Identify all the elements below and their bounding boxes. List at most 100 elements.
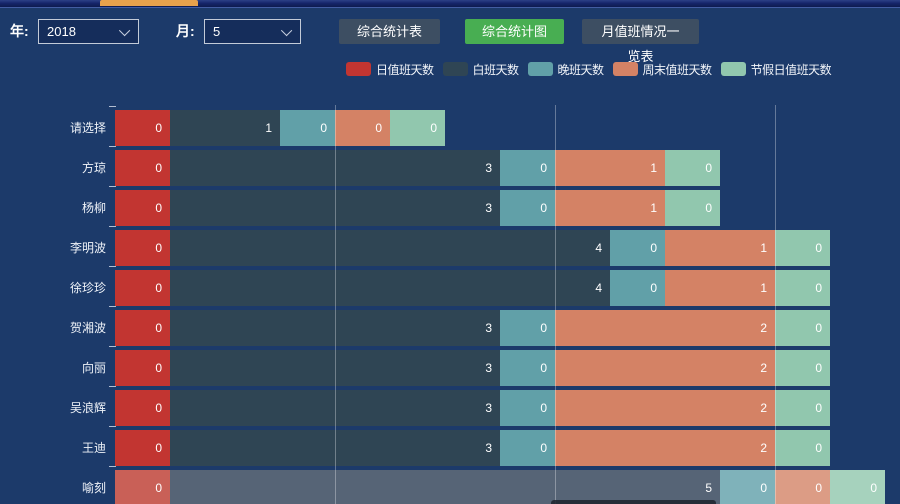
bar-segment-value: 0 [815, 270, 822, 306]
bar-segment[interactable]: 1 [665, 270, 775, 306]
bar-segment[interactable]: 0 [500, 430, 555, 466]
legend-item[interactable]: 白班天数 [443, 61, 519, 78]
bar-segment[interactable]: 0 [115, 350, 170, 386]
bar-segment[interactable]: 0 [500, 150, 555, 186]
active-tab-indicator [100, 0, 198, 6]
year-select[interactable]: 2018 [38, 19, 139, 44]
bar-segment[interactable]: 0 [720, 470, 775, 504]
y-axis-tick [109, 106, 116, 107]
bar-segment[interactable]: 0 [115, 150, 170, 186]
bar-segment[interactable]: 3 [170, 390, 500, 426]
bar-segment-value: 2 [760, 430, 767, 466]
bar-segment-value: 0 [540, 310, 547, 346]
bar-segment-value: 0 [155, 230, 162, 266]
bar-segment[interactable]: 0 [830, 470, 885, 504]
bar-segment[interactable]: 0 [500, 310, 555, 346]
bar-segment[interactable]: 2 [555, 430, 775, 466]
bar-segment-value: 0 [320, 110, 327, 146]
legend-swatch-icon [443, 62, 468, 76]
bar-segment[interactable]: 3 [170, 350, 500, 386]
legend-item[interactable]: 周末值班天数 [613, 61, 712, 78]
bar-segment[interactable]: 0 [115, 390, 170, 426]
y-axis-category-label: 王迪 [0, 430, 106, 466]
y-axis-tick [109, 346, 116, 347]
bar-segment[interactable]: 2 [555, 310, 775, 346]
bar-segment[interactable]: 0 [280, 110, 335, 146]
bar-segment[interactable]: 1 [170, 110, 280, 146]
bar-segment-value: 0 [155, 110, 162, 146]
bar-segment-value: 0 [815, 470, 822, 504]
bar-segment-value: 0 [815, 350, 822, 386]
y-axis-tick [109, 266, 116, 267]
bar-segment-value: 1 [650, 150, 657, 186]
bar-segment[interactable]: 0 [115, 190, 170, 226]
bar-segment-value: 0 [540, 150, 547, 186]
bar-segment[interactable]: 0 [115, 430, 170, 466]
bar-segment[interactable]: 0 [610, 270, 665, 306]
bar-segment[interactable]: 3 [170, 190, 500, 226]
toolbar-button-summary-chart[interactable]: 综合统计图 [465, 19, 564, 44]
bar-segment[interactable]: 1 [665, 230, 775, 266]
y-axis-category-label: 李明波 [0, 230, 106, 266]
legend-swatch-icon [528, 62, 553, 76]
bar-segment[interactable]: 0 [500, 190, 555, 226]
bar-segment[interactable]: 0 [115, 310, 170, 346]
bar-segment[interactable]: 1 [555, 190, 665, 226]
bar-segment[interactable]: 0 [500, 390, 555, 426]
bar-segment[interactable]: 3 [170, 310, 500, 346]
legend-item[interactable]: 晚班天数 [528, 61, 604, 78]
bar-segment[interactable]: 0 [775, 270, 830, 306]
bar-segment[interactable]: 0 [775, 230, 830, 266]
bar-segment[interactable]: 0 [665, 190, 720, 226]
legend-label: 周末值班天数 [643, 61, 712, 78]
bar-segment-value: 0 [155, 150, 162, 186]
bar-segment[interactable]: 0 [775, 350, 830, 386]
bar-segment-value: 5 [705, 470, 712, 504]
bar-segment[interactable]: 0 [115, 230, 170, 266]
bar-segment[interactable]: 0 [115, 110, 170, 146]
bar-segment[interactable]: 3 [170, 430, 500, 466]
bar-segment[interactable]: 0 [665, 150, 720, 186]
year-label: 年: [10, 21, 29, 41]
bar-segment[interactable]: 4 [170, 230, 610, 266]
bar-segment-value: 0 [705, 190, 712, 226]
legend-label: 节假日值班天数 [751, 61, 832, 78]
bar-segment-value: 0 [540, 190, 547, 226]
bar-segment[interactable]: 0 [775, 470, 830, 504]
y-axis-tick [109, 386, 116, 387]
bar-segment-value: 0 [815, 310, 822, 346]
y-axis-category-label: 喻刻 [0, 470, 106, 504]
bar-segment-value: 3 [485, 390, 492, 426]
bar-segment[interactable]: 0 [335, 110, 390, 146]
toolbar-button-summary-table[interactable]: 综合统计表 [339, 19, 440, 44]
bar-segment[interactable]: 3 [170, 150, 500, 186]
chevron-down-icon [119, 24, 130, 35]
chevron-down-icon [281, 24, 292, 35]
bar-segment-value: 4 [595, 270, 602, 306]
bar-segment[interactable]: 1 [555, 150, 665, 186]
bar-segment[interactable]: 0 [115, 270, 170, 306]
stacked-bar-row: 03020 [115, 350, 830, 386]
stacked-bar-row: 04010 [115, 230, 830, 266]
legend-item[interactable]: 日值班天数 [346, 61, 434, 78]
bar-segment[interactable]: 0 [775, 310, 830, 346]
bar-segment[interactable]: 4 [170, 270, 610, 306]
bar-segment-value: 0 [870, 470, 877, 504]
stacked-bar-row: 04010 [115, 270, 830, 306]
bar-segment[interactable]: 0 [775, 390, 830, 426]
y-axis-tick [109, 426, 116, 427]
legend-item[interactable]: 节假日值班天数 [721, 61, 832, 78]
stacked-bar-row: 03010 [115, 190, 720, 226]
bar-segment-value: 1 [650, 190, 657, 226]
stacked-bar-row: 03020 [115, 430, 830, 466]
bar-segment[interactable]: 0 [775, 430, 830, 466]
bar-segment[interactable]: 2 [555, 390, 775, 426]
month-select[interactable]: 5 [204, 19, 301, 44]
toolbar-button-monthly-duty-list[interactable]: 月值班情况一览表 [582, 19, 699, 44]
bar-segment[interactable]: 2 [555, 350, 775, 386]
bar-segment[interactable]: 0 [115, 470, 170, 504]
bar-segment[interactable]: 0 [390, 110, 445, 146]
bar-segment[interactable]: 0 [610, 230, 665, 266]
bar-segment[interactable]: 5 [170, 470, 720, 504]
bar-segment[interactable]: 0 [500, 350, 555, 386]
